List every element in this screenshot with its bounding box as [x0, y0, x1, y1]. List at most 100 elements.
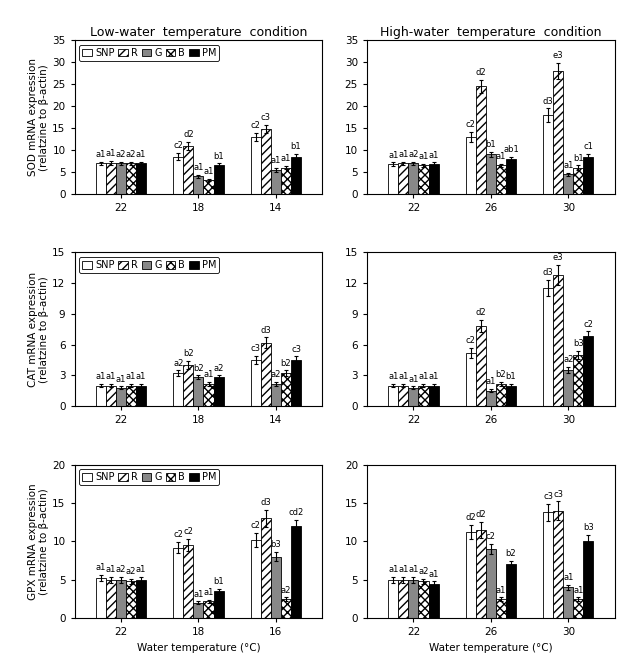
Bar	[563, 370, 573, 406]
Bar	[398, 580, 409, 618]
Text: a1: a1	[428, 372, 439, 381]
Bar	[281, 168, 291, 194]
Bar	[409, 163, 419, 194]
Text: c2: c2	[173, 530, 183, 540]
Bar	[543, 115, 553, 194]
Text: c2: c2	[251, 521, 261, 530]
Text: a1: a1	[96, 563, 106, 573]
Text: a1: a1	[486, 378, 496, 386]
Bar	[428, 386, 438, 406]
Text: b1: b1	[291, 142, 301, 151]
Text: a1: a1	[563, 573, 574, 583]
Bar	[553, 71, 563, 194]
Bar	[204, 384, 214, 406]
Text: b3: b3	[573, 339, 584, 348]
Bar	[204, 601, 214, 618]
X-axis label: Water temperature (°C): Water temperature (°C)	[429, 643, 553, 653]
Bar	[183, 545, 193, 618]
Bar	[409, 580, 419, 618]
Bar	[106, 580, 116, 618]
Text: b2: b2	[496, 370, 506, 379]
Bar	[183, 365, 193, 406]
Text: a2: a2	[116, 150, 126, 159]
Text: c2: c2	[486, 532, 496, 541]
Bar	[261, 518, 271, 618]
Bar	[193, 603, 204, 618]
Text: b2: b2	[193, 364, 204, 372]
Text: b2: b2	[281, 358, 291, 368]
Text: c3: c3	[261, 113, 271, 122]
Text: a2: a2	[126, 567, 136, 577]
Title: High-water  temperature  condition: High-water temperature condition	[380, 26, 602, 39]
Text: d3: d3	[260, 498, 271, 507]
Bar	[261, 343, 271, 406]
Bar	[573, 355, 583, 406]
Bar	[271, 170, 281, 194]
Text: c2: c2	[183, 528, 193, 536]
Bar	[388, 580, 398, 618]
Bar	[291, 360, 301, 406]
Bar	[173, 548, 183, 618]
Bar	[486, 390, 496, 406]
Text: a1: a1	[116, 375, 126, 384]
Text: a1: a1	[136, 150, 147, 159]
Y-axis label: CAT mRNA expression
(relatzine to β-actin): CAT mRNA expression (relatzine to β-acti…	[28, 271, 50, 387]
Y-axis label: GPX mRNA expression
(relatzine to β-actin): GPX mRNA expression (relatzine to β-acti…	[28, 483, 50, 599]
Bar	[563, 587, 573, 618]
Text: b3: b3	[271, 540, 281, 550]
Text: b1: b1	[505, 372, 516, 381]
Bar	[466, 353, 476, 406]
Text: a1: a1	[281, 154, 291, 163]
Text: d2: d2	[183, 130, 194, 139]
Text: a1: a1	[106, 149, 116, 159]
Bar	[291, 157, 301, 194]
Text: ab1: ab1	[503, 145, 519, 154]
Text: a2: a2	[116, 565, 126, 574]
Text: a1: a1	[398, 565, 409, 574]
Bar	[291, 526, 301, 618]
Text: c3: c3	[543, 492, 553, 501]
Text: a1: a1	[126, 372, 136, 381]
Text: a2: a2	[563, 355, 574, 364]
Bar	[136, 163, 146, 194]
Bar	[126, 163, 136, 194]
Text: a2: a2	[408, 150, 419, 159]
Bar	[106, 386, 116, 406]
Text: d3: d3	[543, 268, 553, 278]
Bar	[506, 159, 516, 194]
Text: b2: b2	[505, 549, 516, 558]
Text: a1: a1	[203, 167, 214, 176]
Text: a1: a1	[203, 588, 214, 597]
Bar	[506, 386, 516, 406]
Bar	[136, 580, 146, 618]
Bar	[553, 511, 563, 618]
Text: c3: c3	[553, 490, 563, 499]
Text: a1: a1	[408, 375, 419, 384]
Text: a2: a2	[271, 370, 281, 379]
Bar	[106, 163, 116, 194]
Bar	[419, 386, 428, 406]
Text: a1: a1	[106, 565, 116, 574]
Bar	[409, 388, 419, 406]
Text: a2: a2	[126, 150, 136, 159]
Bar	[388, 164, 398, 194]
Text: a1: a1	[388, 151, 399, 160]
Bar	[583, 337, 594, 406]
Text: a1: a1	[388, 372, 399, 381]
Text: c1: c1	[584, 142, 594, 151]
Bar	[281, 599, 291, 618]
Bar	[261, 129, 271, 194]
Bar	[96, 386, 106, 406]
Bar	[419, 581, 428, 618]
Text: a2: a2	[173, 358, 183, 368]
Text: c2: c2	[466, 336, 476, 345]
Bar	[506, 564, 516, 618]
Text: b1: b1	[486, 140, 496, 149]
Y-axis label: SOD mRNA expression
(relatzine to β-actin): SOD mRNA expression (relatzine to β-acti…	[28, 58, 50, 176]
Bar	[96, 579, 106, 618]
Bar	[573, 599, 583, 618]
Text: a2: a2	[419, 567, 428, 577]
Text: a2: a2	[281, 586, 291, 595]
Text: d2: d2	[476, 68, 486, 77]
Text: a1: a1	[271, 156, 281, 165]
